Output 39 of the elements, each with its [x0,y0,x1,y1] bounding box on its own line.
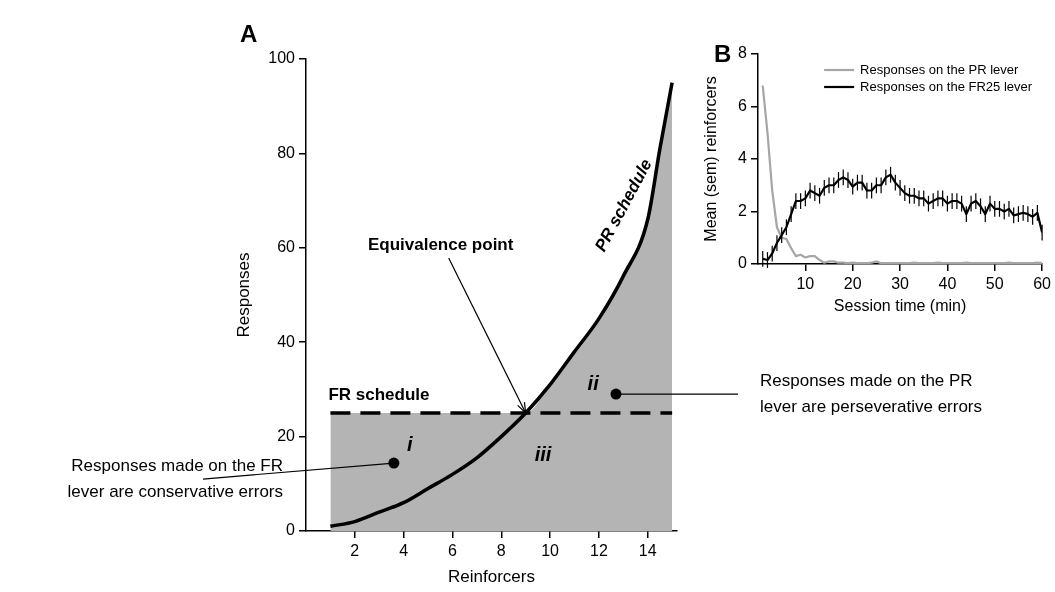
x-tick-label: 10 [541,542,560,560]
x-tick-label: 6 [447,542,457,560]
legend-label: Responses on the PR lever [860,61,1020,77]
annotation: Responses made on the PR lever are perseverative errors [760,370,983,416]
y-tick-label: 6 [738,96,748,114]
annotation: Responses made on the FR lever are conservative errors [67,455,283,501]
y-tick-label: 0 [286,521,296,539]
chart-title: B [714,40,732,67]
y-tick-label: 4 [738,149,748,167]
x-tick-label: 60 [1033,275,1052,293]
y-tick-label: 40 [277,332,296,350]
x-tick-label: 10 [796,275,815,293]
y-tick-label: 8 [738,44,748,62]
x-tick-label: 30 [891,275,910,293]
x-tick-label: 2 [350,542,360,560]
annotation: iii [534,442,552,465]
x-axis-title: Session time (min) [833,296,967,314]
annotation: ii [587,371,600,394]
x-axis-title: Reinforcers [448,567,535,587]
annotation: i [407,432,414,455]
x-tick-label: 4 [399,542,409,560]
legend-label: Responses on the FR25 lever [860,78,1033,94]
y-axis-title: Responses [233,252,253,338]
annotation: Equivalence point [367,234,514,254]
x-tick-label: 12 [590,542,608,560]
x-tick-label: 14 [638,542,657,560]
y-tick-label: 100 [268,49,296,67]
x-tick-label: 50 [985,275,1004,293]
y-tick-label: 20 [277,427,296,445]
y-tick-label: 2 [738,201,748,219]
x-tick-label: 20 [843,275,862,293]
x-tick-label: 40 [938,275,957,293]
y-tick-label: 0 [738,254,748,272]
series-label: FR schedule [328,384,430,404]
y-tick-label: 80 [277,143,296,161]
y-tick-label: 60 [277,238,296,256]
y-axis-title: Mean (sem) reinforcers [702,76,720,242]
x-tick-label: 8 [496,542,506,560]
chart-title: A [240,20,258,47]
